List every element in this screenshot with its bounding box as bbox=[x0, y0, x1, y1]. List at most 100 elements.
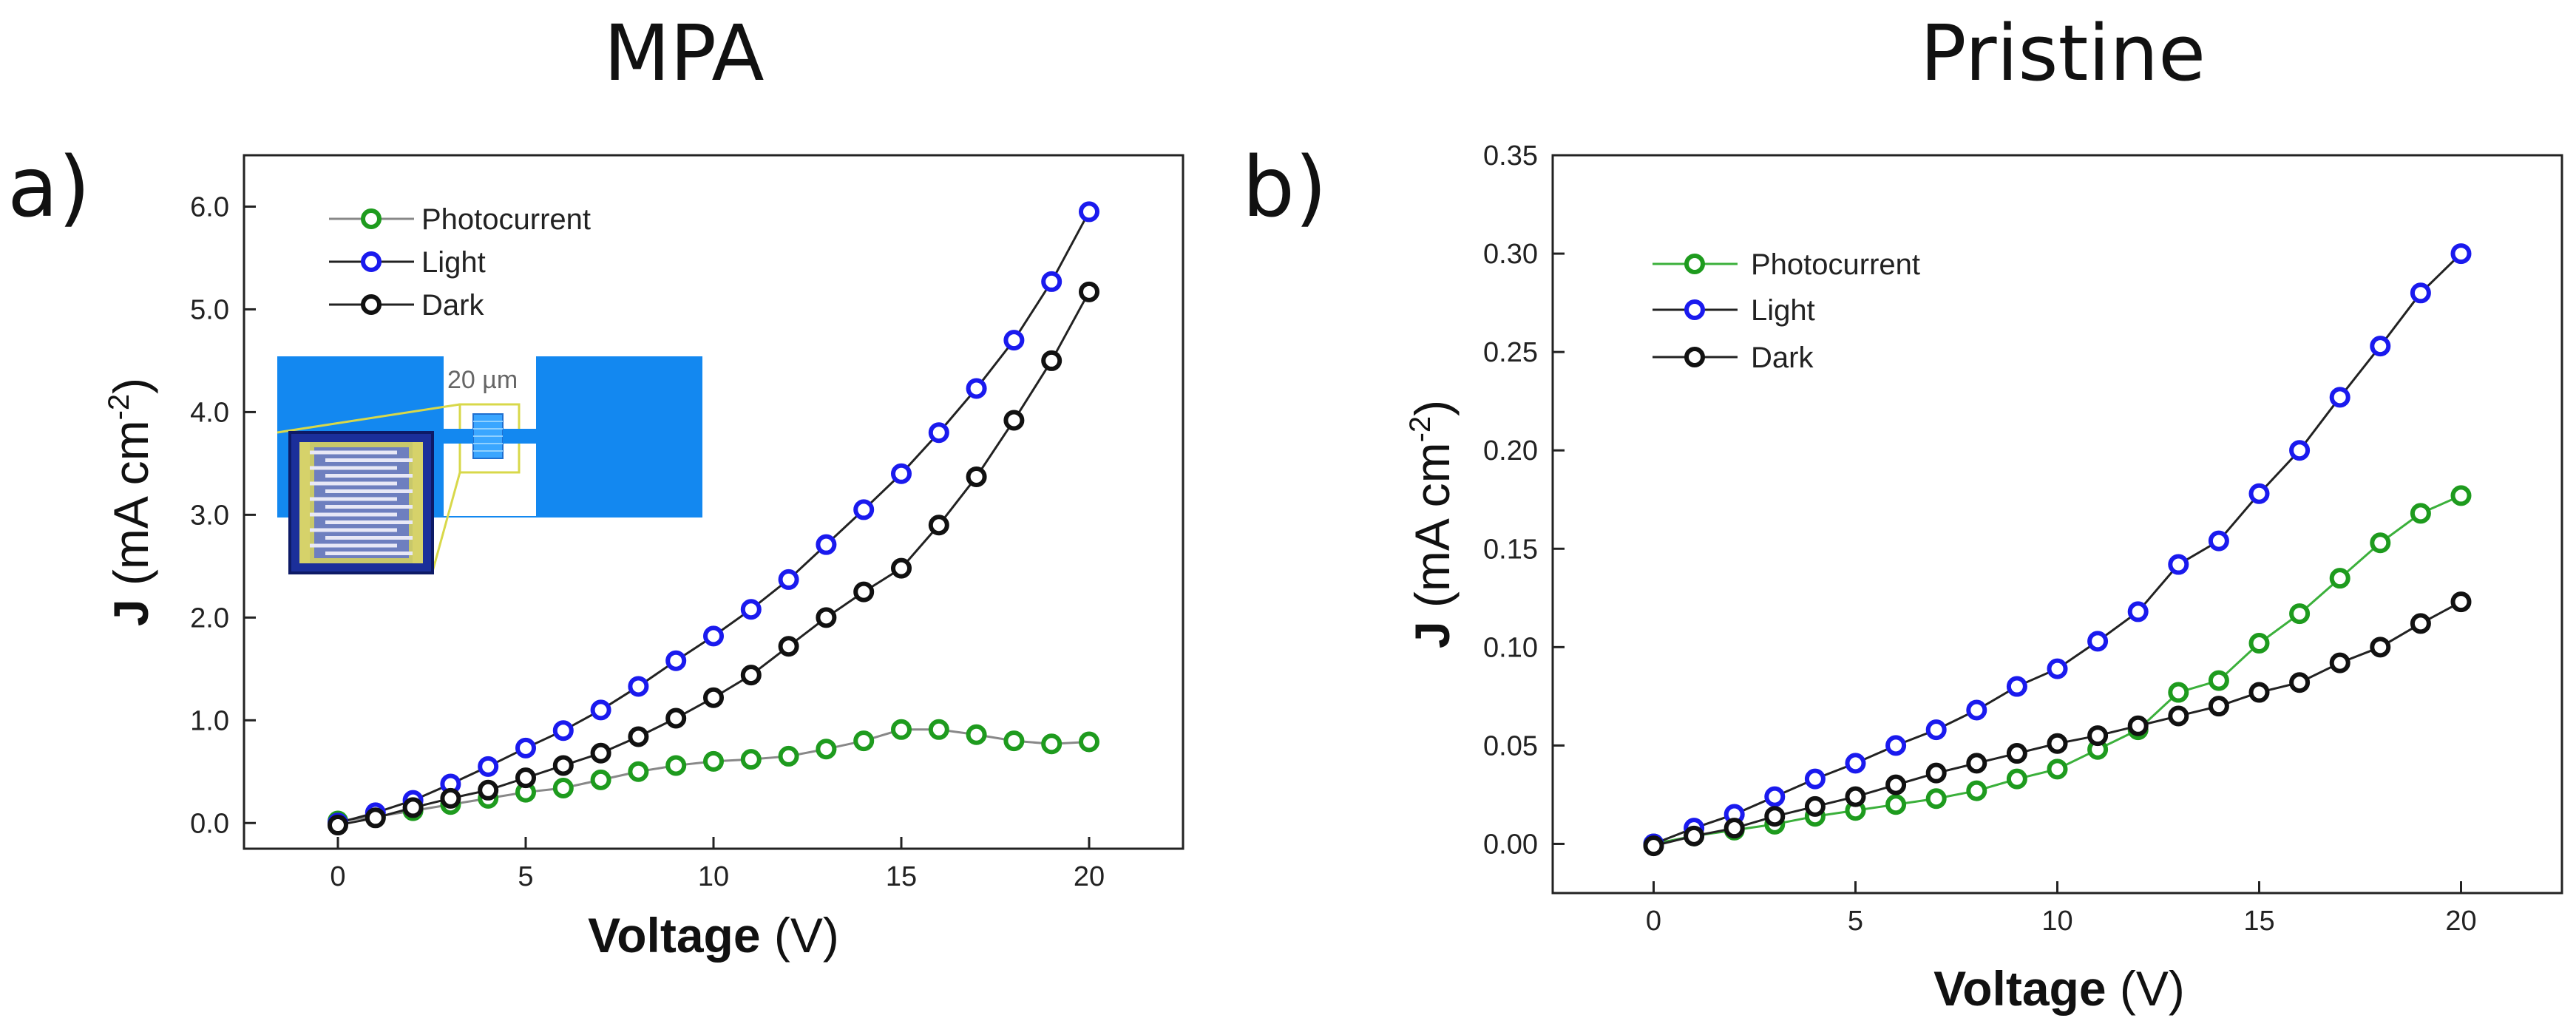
chart-b: 0 5 10 15 20 0.00 0.05 0.10 0.15 0.20 0.25 0.30 0.35… bbox=[1404, 140, 2563, 1016]
chart-b-ytick-label: 0.25 bbox=[1483, 337, 1538, 368]
chart-a-light-point bbox=[1003, 330, 1025, 351]
chart-b-photocurrent-point bbox=[2168, 682, 2189, 703]
chart-a-photocurrent-point bbox=[928, 719, 949, 740]
chart-a-dark-point bbox=[853, 581, 875, 603]
chart-a-xtick-label: 20 bbox=[1074, 861, 1105, 892]
chart-b-ytick-label: 0.10 bbox=[1483, 632, 1538, 663]
chart-b-ylabel: J (mA cm-2) bbox=[1404, 400, 1460, 648]
chart-b-dark-point bbox=[1684, 825, 1705, 846]
chart-a-title: MPA bbox=[604, 8, 765, 98]
chart-b-dark-point bbox=[2208, 696, 2229, 717]
chart-b-dark-point bbox=[1643, 835, 1664, 857]
chart-b-photocurrent-point bbox=[1925, 788, 1947, 810]
chart-b-dark-point bbox=[2450, 591, 2472, 613]
chart-b-photocurrent-point bbox=[2289, 603, 2311, 625]
legend-b-photocurrent: Photocurrent bbox=[1653, 248, 1920, 281]
chart-a-dark-point bbox=[928, 515, 949, 536]
chart-b-xtick-label: 15 bbox=[2243, 906, 2274, 937]
legend-a-dark: Dark bbox=[329, 289, 484, 322]
chart-b-legend: Photocurrent Light Dark bbox=[1653, 248, 1920, 374]
chart-b-light-point bbox=[2248, 483, 2270, 504]
chart-a-light-point bbox=[703, 625, 724, 647]
chart-b-ytick-label: 0.15 bbox=[1483, 534, 1538, 565]
chart-b-dark-point bbox=[2289, 672, 2311, 693]
chart-b-dark-point bbox=[1845, 786, 1866, 807]
chart-b-dark-point bbox=[1764, 806, 1786, 827]
chart-a-dark-point bbox=[478, 779, 499, 801]
chart-a: 0 5 10 15 20 0.0 1.0 2.0 3.0 4.0 5.0 6.0 20 µm bbox=[103, 154, 1184, 963]
chart-b-ytick-label: 0.20 bbox=[1483, 435, 1538, 466]
legend-b-light: Light bbox=[1653, 294, 1815, 327]
chart-a-xtick-label: 15 bbox=[886, 861, 917, 892]
chart-a-photocurrent-point bbox=[1079, 731, 1099, 753]
chart-b-dark-point bbox=[2329, 652, 2350, 673]
chart-a-light-point bbox=[552, 720, 574, 742]
chart-b-dark-point bbox=[2248, 682, 2270, 703]
chart-a-light-point bbox=[966, 378, 987, 399]
chart-a-dark-point bbox=[816, 607, 837, 628]
chart-a-dark-point bbox=[440, 787, 461, 809]
chart-a-xlabel: Voltage (V) bbox=[588, 908, 839, 963]
chart-b-ytick-label: 0.35 bbox=[1483, 140, 1538, 172]
chart-a-photocurrent-point bbox=[628, 761, 649, 782]
chart-b-dark-point bbox=[1804, 795, 1826, 817]
chart-b-xtick-label: 5 bbox=[1848, 906, 1863, 937]
legend-a-photocurrent-label: Photocurrent bbox=[421, 203, 591, 236]
chart-b-light-point bbox=[2370, 336, 2391, 357]
chart-b-ytick-label: 0.00 bbox=[1483, 829, 1538, 860]
chart-b-photocurrent-point bbox=[2248, 633, 2270, 654]
chart-b-light-point bbox=[1845, 753, 1866, 774]
chart-b-xtick-label: 20 bbox=[2445, 906, 2476, 937]
chart-b-light-point bbox=[2087, 631, 2109, 652]
chart-b-dark-point bbox=[2006, 743, 2027, 764]
chart-b-light-point bbox=[2127, 601, 2149, 622]
panel-label-a: a) bbox=[7, 140, 90, 236]
chart-a-ytick-label: 3.0 bbox=[190, 500, 229, 531]
chart-b-dark-point bbox=[2127, 715, 2149, 736]
legend-b-dark-label: Dark bbox=[1751, 342, 1814, 374]
chart-b-light-point bbox=[2329, 387, 2350, 408]
chart-b-xlabel: Voltage (V) bbox=[1933, 961, 2185, 1016]
chart-a-legend: Photocurrent Light Dark bbox=[329, 203, 591, 322]
chart-a-light-point bbox=[1079, 201, 1099, 223]
chart-a-light-point bbox=[853, 499, 875, 520]
chart-a-dark-point bbox=[891, 557, 912, 579]
chart-b-dark-point bbox=[1925, 762, 1947, 784]
chart-b-dark-point bbox=[2168, 705, 2189, 727]
legend-a-light: Light bbox=[329, 246, 486, 279]
chart-b-dark-point bbox=[2087, 725, 2109, 747]
chart-a-photocurrent-point bbox=[891, 719, 912, 740]
chart-a-dark-point bbox=[628, 726, 649, 747]
chart-b-dark-point bbox=[2047, 733, 2068, 754]
chart-a-photocurrent-point bbox=[966, 724, 987, 745]
chart-b-light-point bbox=[2006, 676, 2027, 697]
chart-a-dark-point bbox=[515, 767, 536, 789]
chart-a-dark-point bbox=[552, 755, 574, 776]
chart-a-dark-point bbox=[778, 636, 799, 657]
chart-a-photocurrent-point bbox=[740, 749, 762, 770]
chart-a-light-point bbox=[1041, 271, 1062, 292]
panel-label-b: b) bbox=[1242, 140, 1327, 236]
chart-b-photocurrent-point bbox=[1885, 794, 1907, 815]
chart-a-light-point bbox=[816, 534, 837, 555]
chart-a-dark-point bbox=[402, 797, 424, 818]
chart-a-ytick-label: 0.0 bbox=[190, 808, 229, 839]
chart-b-dark-point bbox=[1723, 818, 1745, 839]
chart-b-light-point bbox=[1966, 699, 1987, 721]
chart-b-light-point bbox=[2289, 440, 2311, 461]
chart-b-xtick-label: 10 bbox=[2041, 906, 2072, 937]
chart-a-dark-point bbox=[1041, 350, 1062, 371]
legend-a-light-label: Light bbox=[421, 246, 486, 279]
chart-a-photocurrent-point bbox=[590, 769, 611, 790]
chart-a-photocurrent-point bbox=[703, 750, 724, 772]
inset-scale-label: 20 µm bbox=[447, 366, 518, 394]
chart-a-ytick-label: 5.0 bbox=[190, 294, 229, 325]
chart-b-dark-point bbox=[1966, 753, 1987, 774]
chart-a-dark-point bbox=[1079, 281, 1099, 302]
chart-a-ytick-label: 4.0 bbox=[190, 397, 229, 428]
chart-b-photocurrent-point bbox=[1966, 780, 1987, 801]
chart-a-xtick-label: 5 bbox=[518, 861, 533, 892]
chart-a-photocurrent-point bbox=[552, 778, 574, 799]
chart-a-light-point bbox=[628, 676, 649, 697]
